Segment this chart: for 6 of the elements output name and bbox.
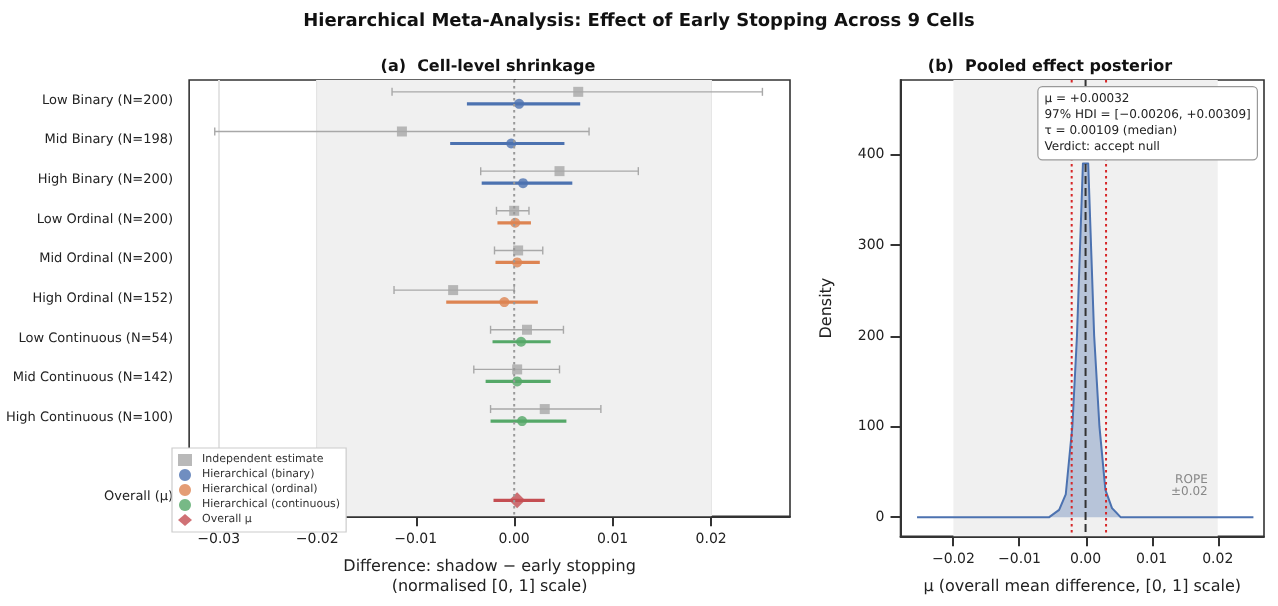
text: Hierarchical Meta-Analysis: Effect of Early Stopping Across 9 Cells [301,12,977,32]
x-axis-title: μ (overall mean difference, [0, 1] scale) [923,577,1242,595]
chart-title: (b) Pooled effect posterior [927,57,1173,75]
x-axis-title: Difference: shadow − early stopping (normalised [0, 1] scale) [343,557,636,595]
chart-title: (a) Cell-level shrinkage [380,57,597,75]
y-axis-title: Density [817,277,835,339]
